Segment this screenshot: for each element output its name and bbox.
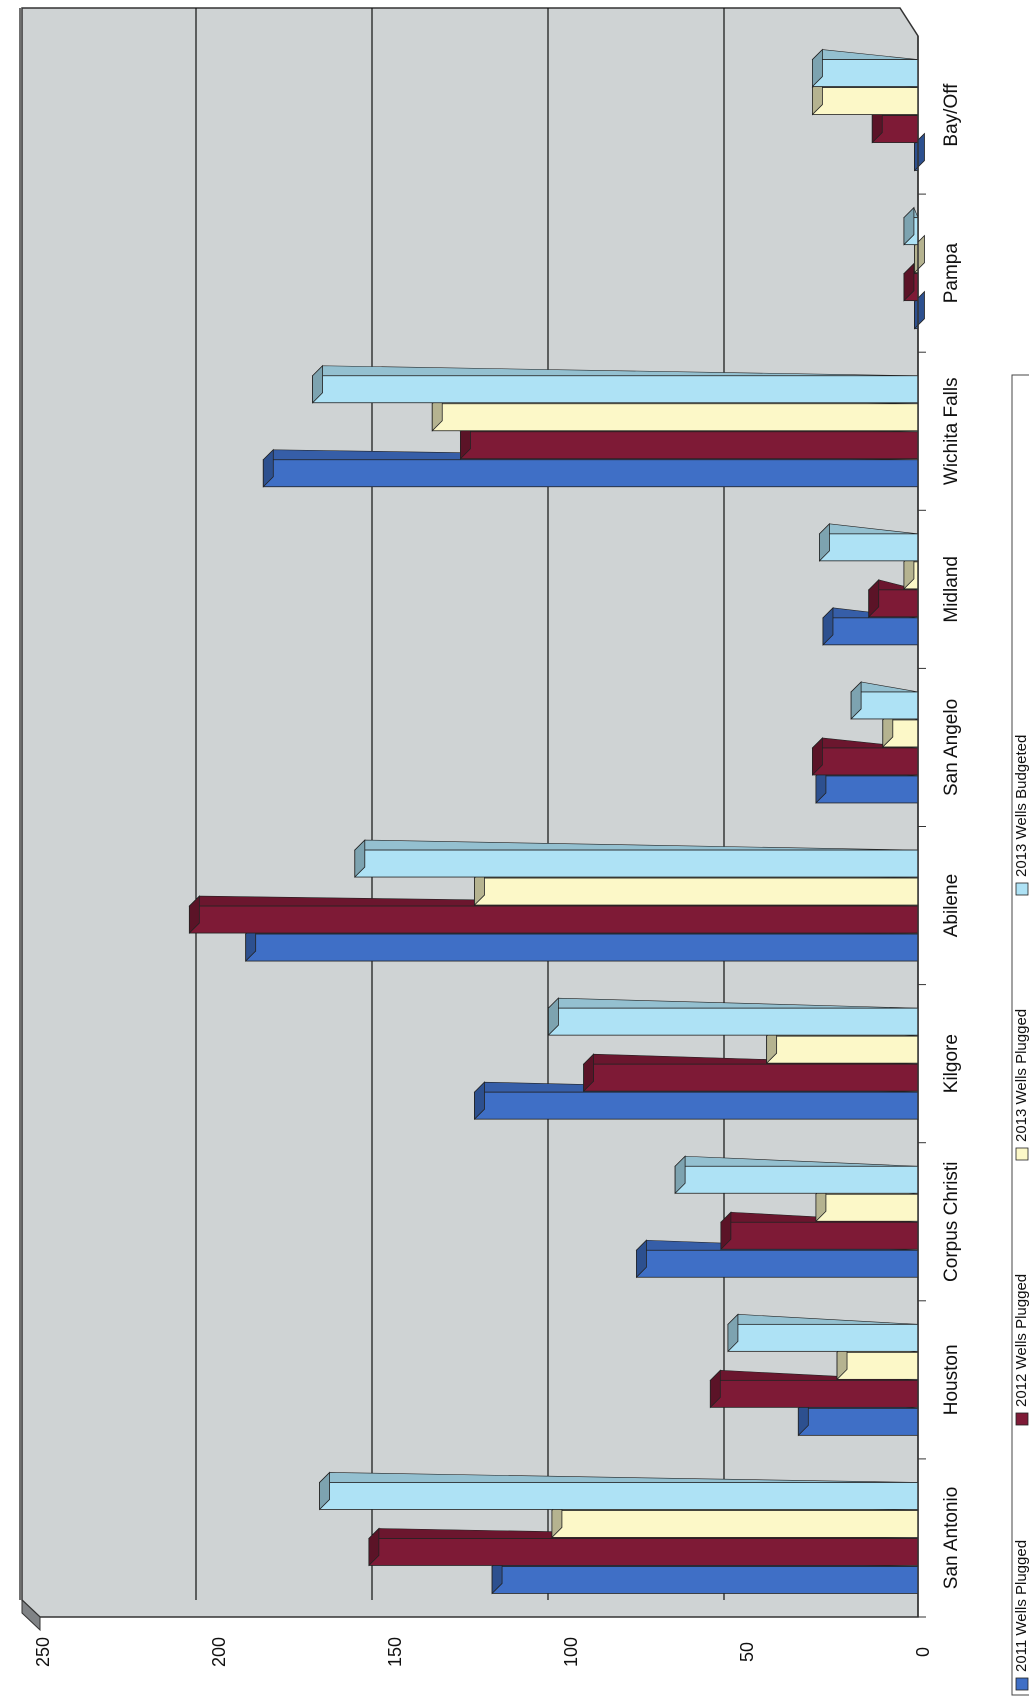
bars (188, 48, 925, 1595)
legend-label: 2013 Wells Budgeted (1013, 735, 1029, 877)
category-label: Midland (941, 556, 962, 623)
value-tick-label: 250 (33, 1637, 53, 1667)
category-label: Wichita Falls (941, 377, 962, 485)
value-tick-label: 150 (385, 1637, 405, 1667)
legend-label: 2012 Wells Plugged (1013, 1274, 1029, 1407)
bar (913, 290, 925, 330)
category-label: San Angelo (941, 699, 962, 796)
legend-swatch (1015, 882, 1029, 896)
legend: 2011 Wells Plugged 2012 Wells Plugged 2013… (1013, 735, 1029, 1691)
bar (674, 1155, 919, 1195)
category-label: Pampa (941, 243, 962, 304)
bar (311, 364, 919, 404)
value-tick-label: 0 (913, 1647, 933, 1657)
legend-box (1011, 374, 1029, 1696)
bar (818, 522, 919, 562)
category-label: Houston (941, 1344, 962, 1415)
legend-swatch (1015, 1677, 1029, 1691)
category-label: San Antonio (941, 1487, 962, 1589)
grid-lines (19, 8, 725, 1600)
category-labels: San Antonio Houston Corpus Christi Kilgore A… (918, 83, 962, 1618)
legend-swatch (1015, 1412, 1029, 1426)
bar (867, 578, 919, 618)
category-label: Kilgore (941, 1034, 962, 1093)
bar (903, 206, 919, 246)
category-label: Corpus Christi (941, 1162, 962, 1282)
value-tick-label: 50 (737, 1642, 757, 1662)
value-tick-label: 200 (209, 1637, 229, 1667)
value-tick-labels: 0 50 100 150 200 250 (33, 1637, 933, 1667)
legend-label: 2013 Wells Plugged (1013, 1009, 1029, 1142)
value-tick-label: 100 (561, 1637, 581, 1667)
bar (903, 262, 919, 302)
bar (547, 997, 919, 1037)
bar (850, 680, 919, 720)
legend-swatch (1015, 1147, 1029, 1161)
bar (318, 1471, 919, 1511)
category-label: Abilene (941, 874, 962, 937)
bar (811, 48, 919, 88)
plot-floor (21, 1598, 41, 1632)
bar (822, 606, 919, 646)
legend-label: 2011 Wells Plugged (1013, 1540, 1029, 1672)
category-label: Bay/Off (941, 83, 962, 147)
bar (727, 1313, 919, 1353)
bar (354, 839, 919, 879)
